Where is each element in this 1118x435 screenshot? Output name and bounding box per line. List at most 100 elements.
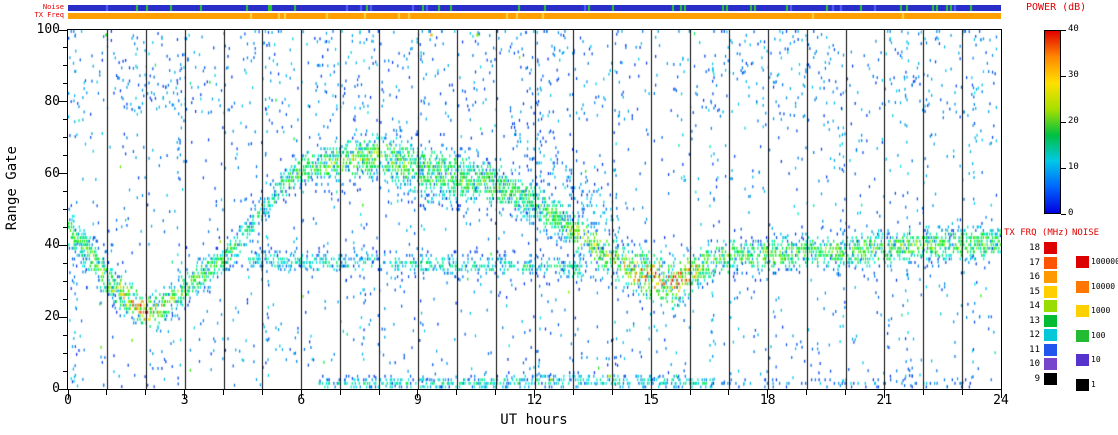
tx-frq-tick-label: 13 [1029, 315, 1040, 326]
y-tick [59, 244, 67, 246]
x-tick [67, 390, 69, 398]
tx-frq-swatch [1044, 242, 1057, 254]
y-tick [59, 316, 67, 318]
tx-frq-swatch [1044, 358, 1057, 370]
tx-frq-swatch [1044, 343, 1057, 356]
x-tick [456, 390, 458, 395]
y-tick [59, 29, 67, 31]
y-tick-label: 20 [44, 309, 60, 325]
tx-colorbar-title: TX FRQ (MHz) [1004, 228, 1070, 238]
x-tick-label: 18 [759, 393, 776, 408]
tx-frq-swatch [1044, 256, 1057, 269]
x-axis-title: UT hours [500, 412, 568, 428]
x-tick [883, 390, 885, 398]
noise-tick-label: 1000 [1091, 306, 1111, 315]
y-tick [63, 119, 67, 121]
tx-frq-tick-label: 10 [1029, 359, 1040, 369]
y-axis-title: Range Gate [4, 146, 20, 231]
y-tick [63, 137, 67, 139]
x-tick [417, 390, 419, 398]
x-tick [689, 390, 691, 395]
y-tick [63, 65, 67, 67]
power-colorbar-tick-label: 10 [1068, 162, 1079, 172]
x-tick [495, 390, 497, 395]
x-tick [1000, 390, 1002, 398]
plot-area [67, 29, 1002, 390]
y-tick-label: 100 [36, 22, 60, 37]
x-tick-label: 0 [64, 393, 72, 408]
tx-frq-tick-label: 15 [1029, 286, 1040, 297]
power-colorbar-tick [1061, 29, 1066, 31]
x-tick-label: 15 [643, 393, 659, 408]
tx-frq-swatch [1044, 372, 1057, 385]
y-tick [63, 370, 67, 372]
power-colorbar-title: POWER (dB) [1026, 2, 1087, 13]
y-tick [63, 83, 67, 85]
y-tick [63, 280, 67, 282]
noise-tick-label: 100000 [1091, 257, 1118, 266]
x-tick [728, 390, 730, 395]
noise-swatch [1076, 256, 1089, 268]
y-tick [63, 226, 67, 228]
x-tick [339, 390, 341, 395]
tx-frq-swatch [1044, 314, 1057, 327]
power-colorbar-tick-label: 0 [1068, 208, 1074, 218]
y-tick [63, 334, 67, 336]
x-tick [572, 390, 574, 395]
tx-frq-swatch [1044, 300, 1057, 312]
noise-tick-label: 100 [1091, 330, 1106, 340]
x-tick-label: 9 [413, 393, 422, 408]
x-tick-label: 12 [526, 393, 543, 408]
y-tick [63, 155, 67, 157]
tx-frq-tick-label: 12 [1029, 330, 1040, 340]
tx-freq-strip [68, 13, 1001, 19]
power-colorbar-tick [1061, 121, 1066, 123]
power-colorbar [1044, 30, 1061, 214]
power-colorbar-tick-label: 20 [1068, 116, 1079, 126]
tx-frq-swatch [1044, 285, 1057, 298]
y-tick [63, 209, 67, 210]
tx-frq-tick-label: 17 [1029, 257, 1040, 268]
power-colorbar-tick-label: 40 [1068, 24, 1079, 34]
noise-swatch [1076, 305, 1089, 317]
rti-scatter-canvas [68, 30, 1001, 389]
noise-tick-label: 1 [1091, 379, 1096, 389]
x-tick [300, 390, 302, 398]
x-tick-label: 24 [993, 393, 1009, 408]
tx-frq-swatch [1044, 271, 1057, 283]
y-tick [59, 388, 67, 390]
y-tick-label: 40 [44, 237, 60, 253]
x-tick [145, 390, 147, 395]
y-tick [63, 352, 67, 354]
x-tick [184, 390, 186, 398]
x-tick [806, 390, 808, 395]
x-tick [961, 390, 963, 395]
x-tick [378, 390, 380, 395]
noise-swatch [1076, 280, 1089, 293]
x-tick [534, 390, 535, 398]
noise-swatch [1076, 329, 1089, 342]
x-tick-label: 21 [876, 393, 893, 408]
power-colorbar-tick [1061, 213, 1066, 215]
noise-tick-label: 10 [1091, 355, 1101, 364]
y-tick-label: 60 [44, 165, 60, 181]
x-tick [261, 390, 263, 395]
noise-colorbar-title: NOISE [1072, 228, 1100, 238]
power-colorbar-tick-label: 30 [1068, 70, 1079, 80]
power-colorbar-tick [1061, 75, 1066, 77]
power-colorbar-tick [1061, 167, 1066, 169]
x-tick [650, 390, 652, 398]
y-tick [63, 298, 67, 300]
y-tick [63, 262, 67, 264]
y-tick [59, 101, 67, 103]
tx-frq-tick-label: 11 [1029, 344, 1040, 355]
tx-frq-tick-label: 14 [1029, 301, 1040, 311]
x-tick [106, 390, 108, 395]
x-tick [845, 390, 846, 395]
tx-freq-strip-label: TX Freq [34, 11, 64, 19]
tx-frq-tick-label: 9 [1034, 373, 1040, 384]
noise-strip-label: Noise [42, 3, 64, 11]
x-tick [767, 390, 769, 398]
y-tick [63, 191, 67, 193]
